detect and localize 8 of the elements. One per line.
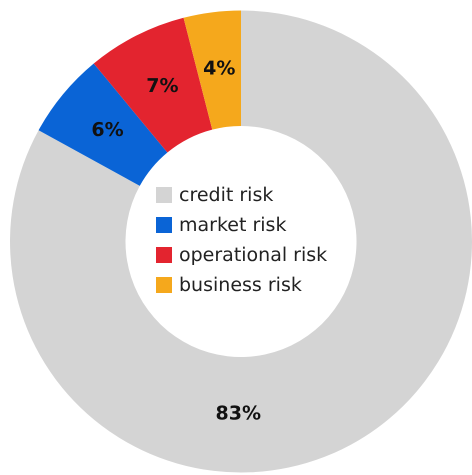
- legend-label: credit risk: [179, 184, 274, 206]
- data-label: 83%: [216, 402, 261, 425]
- data-label: 7%: [146, 75, 178, 98]
- data-label: 6%: [91, 119, 124, 142]
- data-label: 4%: [203, 58, 236, 80]
- legend-label: operational risk: [179, 244, 328, 266]
- legend-label: market risk: [179, 214, 286, 236]
- legend-label: business risk: [179, 274, 302, 296]
